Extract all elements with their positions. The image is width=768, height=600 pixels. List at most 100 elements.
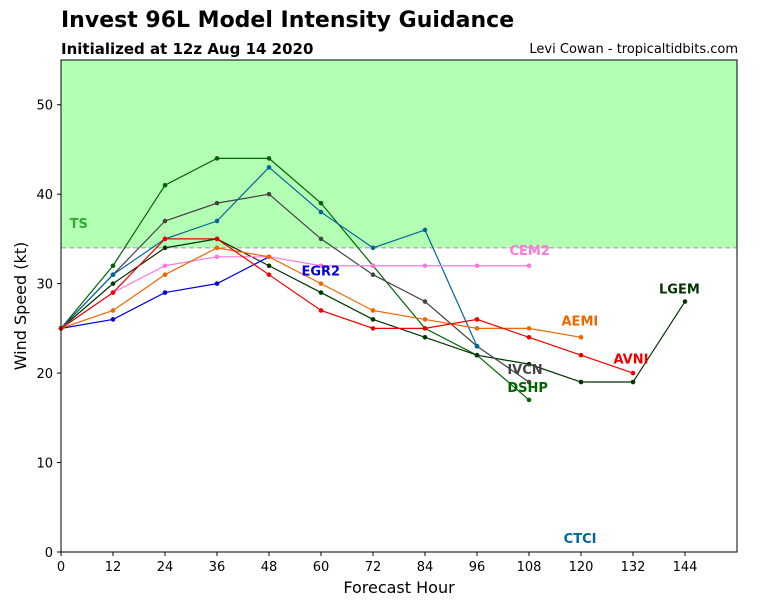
label-avni: AVNI <box>614 352 649 367</box>
series-avni-point <box>318 308 324 313</box>
series-ctci-point <box>266 165 272 170</box>
series-cem2-line <box>60 256 529 329</box>
series-cem2-point <box>214 254 220 260</box>
series-avni-point <box>110 290 116 295</box>
x-tick-label: 84 <box>417 560 434 575</box>
series-avni-point <box>422 326 428 331</box>
series-ctci-point <box>474 343 480 349</box>
label-lgem: LGEM <box>659 282 700 297</box>
chart-title: Invest 96L Model Intensity Guidance <box>61 8 515 33</box>
series-dshp-point <box>266 156 272 161</box>
series-cem2-point <box>422 263 428 269</box>
series-dshp-line <box>60 157 530 401</box>
series-aemi-point <box>370 308 376 313</box>
series-egr2-point <box>110 317 116 322</box>
series-cem2-point <box>474 263 480 269</box>
series-avni-point <box>578 352 584 358</box>
series-dshp-point <box>214 156 220 161</box>
x-tick-label: 12 <box>105 560 122 575</box>
series-avni-point <box>526 335 532 340</box>
plot-frame <box>60 59 738 553</box>
series-ctci-point <box>214 218 220 224</box>
series-aemi-point <box>266 254 272 260</box>
series-dshp-point <box>318 200 324 206</box>
y-tick-label: 20 <box>36 367 53 382</box>
series-lgem-point <box>474 352 480 358</box>
label-ivcn: IVCN <box>507 363 542 378</box>
x-tick-label: 0 <box>57 560 65 575</box>
label-dshp: DSHP <box>507 381 548 396</box>
series-egr2-point <box>214 281 220 286</box>
x-tick-label: 48 <box>261 560 278 575</box>
series-ivcn-point <box>318 236 324 242</box>
label-cem2: CEM2 <box>510 244 550 259</box>
series-avni-point <box>162 236 168 242</box>
series-ivcn-point <box>162 218 168 224</box>
x-tick-label: 144 <box>673 560 698 575</box>
series-lgem-point <box>630 379 636 385</box>
x-axis-title: Forecast Hour <box>343 578 455 597</box>
label-egr2: EGR2 <box>302 265 341 280</box>
series-avni-point <box>370 326 376 331</box>
x-tick-label: 24 <box>157 560 174 575</box>
y-tick-label: 10 <box>36 457 53 472</box>
series-cem2-point <box>526 263 532 269</box>
x-tick-label: 132 <box>621 560 646 575</box>
x-tick-label: 108 <box>517 560 542 575</box>
y-axis-title: Wind Speed (kt) <box>11 242 30 371</box>
series-lgem-point <box>318 290 324 295</box>
series-dshp-point <box>162 182 168 188</box>
series-lgem-point <box>370 317 376 322</box>
series-lgem-point <box>110 281 116 286</box>
y-tick-label: 50 <box>36 99 53 114</box>
series-aemi-point <box>318 281 324 286</box>
x-tick-label: 60 <box>313 560 330 575</box>
series-cem2-point <box>318 263 324 269</box>
chart-credit: Levi Cowan - tropicaltidbits.com <box>529 42 738 57</box>
series-lgem-point <box>422 335 428 340</box>
series-avni-point <box>266 272 272 277</box>
series-egr2-point <box>162 290 168 295</box>
series-ctci-point <box>422 227 428 233</box>
label-ts: TS <box>70 217 88 232</box>
x-tick-label: 72 <box>365 560 382 575</box>
label-aemi: AEMI <box>562 315 599 330</box>
series-lgem-point <box>162 245 168 251</box>
series-lgem-point <box>266 263 272 269</box>
series-ctci-point <box>318 209 324 215</box>
x-tick-label: 36 <box>209 560 226 575</box>
series-ivcn-point <box>526 379 532 385</box>
series-aemi-point <box>578 335 584 340</box>
series-avni-line <box>60 238 634 374</box>
series-cem2-point <box>162 263 168 269</box>
series-ivcn-point <box>214 200 220 206</box>
series-ctci-point <box>110 272 116 277</box>
threshold-ts-fill <box>61 60 737 248</box>
series-aemi-point <box>162 272 168 277</box>
series-cem2-point <box>370 263 376 269</box>
x-tick-label: 120 <box>569 560 594 575</box>
y-tick-label: 40 <box>36 188 53 203</box>
series-ivcn-point <box>266 191 272 197</box>
series-avni-point <box>630 370 636 376</box>
series-aemi-point <box>474 326 480 331</box>
series-lgem-point <box>526 361 532 367</box>
series-aemi-point <box>214 245 220 251</box>
series-ivcn-point <box>370 272 376 277</box>
x-tick-label: 96 <box>469 560 486 575</box>
series-aemi-point <box>110 308 116 313</box>
y-tick-label: 0 <box>45 546 53 561</box>
series-dshp-point <box>110 263 116 269</box>
series-aemi-point <box>422 317 428 322</box>
y-tick-label: 30 <box>36 278 53 293</box>
label-ctci: CTCI <box>564 532 597 547</box>
series-ctci-point <box>370 245 376 251</box>
series-lgem-point <box>682 299 688 304</box>
series-aemi-point <box>526 326 532 331</box>
series-ivcn-point <box>422 299 428 304</box>
series-avni-point <box>474 317 480 322</box>
series-dshp-point <box>526 397 532 403</box>
chart-subtitle: Initialized at 12z Aug 14 2020 <box>61 40 314 58</box>
series-lgem-point <box>578 379 584 385</box>
